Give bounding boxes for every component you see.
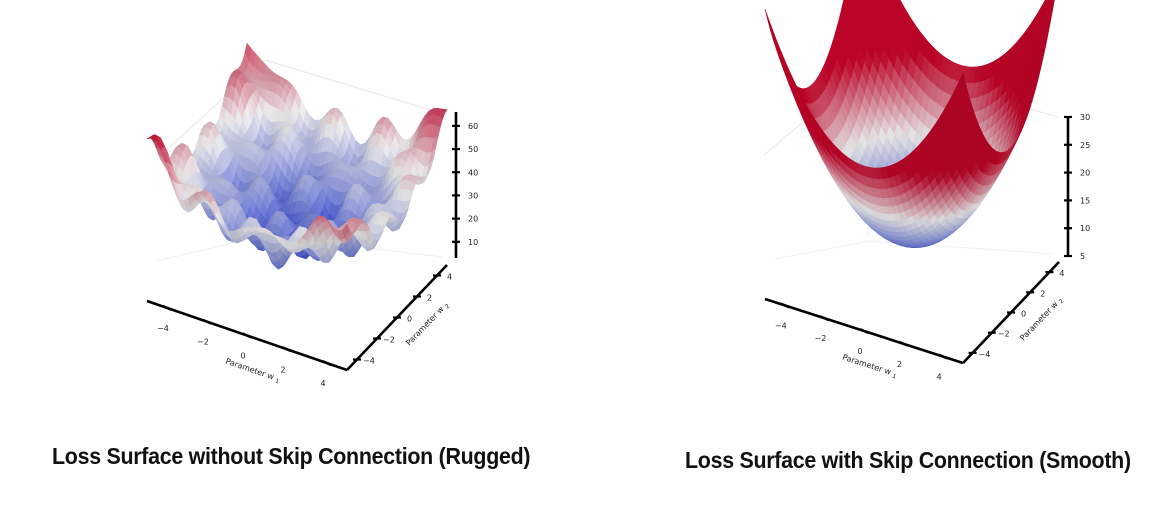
x-tick-mark xyxy=(322,360,332,367)
x-tick-mark xyxy=(202,318,212,325)
smooth-chart-panel: −4 −2 0 2 4 −4 −2 0 2 4 5 10 15 20 25 30 Parameter w 1 Pa… xyxy=(586,0,1173,531)
y-axis-title: Parameter w 2 xyxy=(1018,295,1065,344)
x-tick-mark xyxy=(162,304,172,311)
z-tick-label: 40 xyxy=(468,168,478,177)
x-tick-label: 0 xyxy=(857,347,862,356)
y-tick-label: 0 xyxy=(407,315,412,324)
z-tick-label: 30 xyxy=(1080,113,1090,122)
x-tick-mark xyxy=(899,340,909,347)
x-tick-label: 4 xyxy=(320,379,325,388)
x-tick-label: −4 xyxy=(775,321,787,330)
z-tick-label: 10 xyxy=(1080,224,1090,233)
rugged-surface-plot: −4 −2 0 2 4 −4 −2 0 2 4 10 20 30 40 50 60 Parameter w 1 P… xyxy=(146,42,478,388)
y-tick-label: 4 xyxy=(1059,269,1064,278)
y-tick-label: −2 xyxy=(998,330,1010,339)
z-tick-label: 30 xyxy=(468,191,478,200)
y-tick-label: −2 xyxy=(383,336,395,345)
x-tick-label: −2 xyxy=(815,334,827,343)
z-tick-label: 50 xyxy=(468,145,478,154)
x-tick-label: 4 xyxy=(937,373,942,382)
z-tick-label: 15 xyxy=(1080,196,1090,205)
y-tick-label: −4 xyxy=(363,357,375,366)
x-tick-mark xyxy=(780,302,790,309)
x-tick-mark xyxy=(242,332,252,339)
x-tick-mark xyxy=(938,353,948,360)
loss-surface xyxy=(764,0,1055,248)
x-tick-mark xyxy=(819,315,829,322)
z-tick-label: 5 xyxy=(1080,252,1085,261)
z-tick-label: 60 xyxy=(468,122,478,131)
y-tick-label: 2 xyxy=(427,294,432,303)
y-tick-label: −4 xyxy=(979,350,991,359)
x-tick-mark xyxy=(859,328,869,334)
y-axis-title: Parameter w 2 xyxy=(404,300,451,349)
z-tick-label: 20 xyxy=(1080,169,1090,178)
rugged-chart-panel: −4 −2 0 2 4 −4 −2 0 2 4 10 20 30 40 50 60 Parameter w 1 P… xyxy=(0,0,586,531)
x-axis-title: Parameter w 1 xyxy=(224,357,282,386)
x-tick-label: −2 xyxy=(197,338,209,347)
z-tick-label: 25 xyxy=(1080,141,1090,150)
smooth-chart-caption: Loss Surface with Skip Connection (Smoot… xyxy=(685,447,1131,473)
y-tick-label: 0 xyxy=(1021,310,1026,319)
loss-surface xyxy=(146,42,448,270)
z-tick-label: 10 xyxy=(468,238,478,247)
rugged-chart-caption: Loss Surface without Skip Connection (Ru… xyxy=(52,443,531,469)
y-tick-label: 4 xyxy=(447,273,452,282)
z-tick-label: 20 xyxy=(468,215,478,224)
x-tick-label: 2 xyxy=(280,365,285,374)
x-tick-label: −4 xyxy=(157,324,169,333)
x-tick-mark xyxy=(282,346,292,353)
x-tick-label: 0 xyxy=(240,352,245,361)
x-tick-label: 2 xyxy=(897,360,902,369)
x-axis-title: Parameter w 1 xyxy=(841,353,899,381)
smooth-surface-plot: −4 −2 0 2 4 −4 −2 0 2 4 5 10 15 20 25 30 Parameter w 1 Pa… xyxy=(763,0,1090,382)
y-tick-label: 2 xyxy=(1040,289,1045,298)
